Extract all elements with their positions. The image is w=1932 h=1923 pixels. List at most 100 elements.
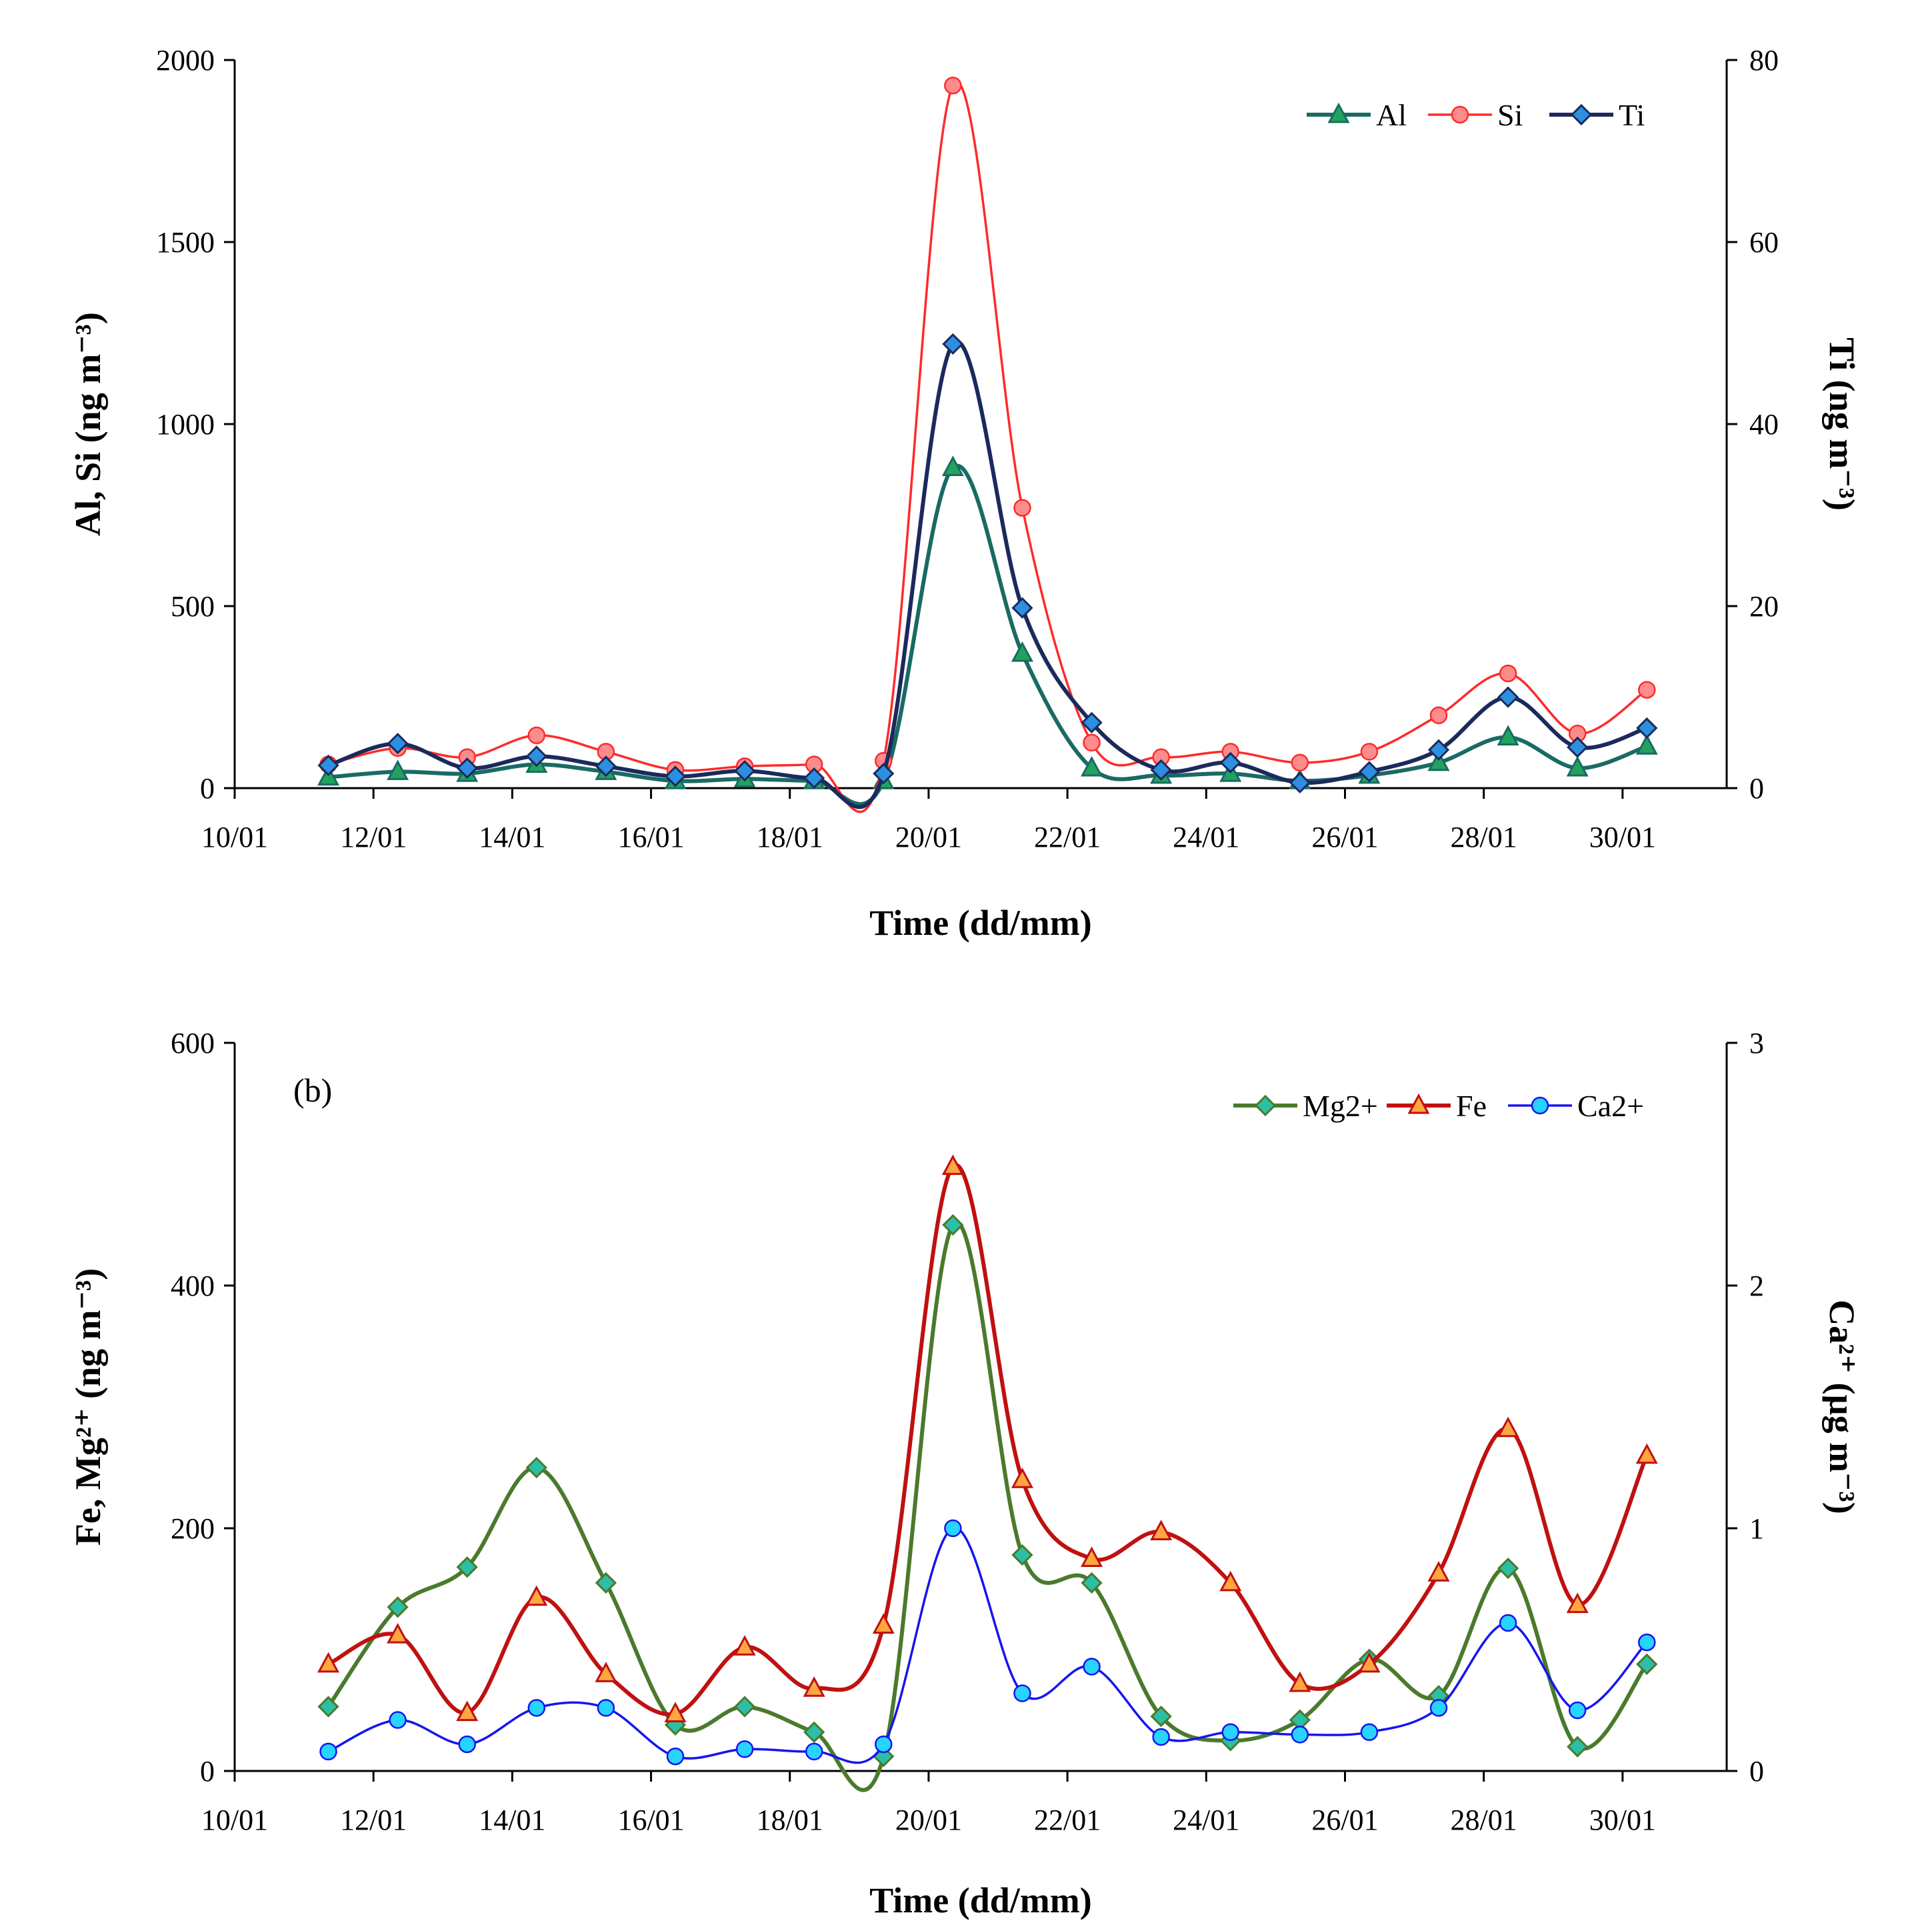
chart-panel-a: 0 500 1000 1500 2000 0 20 40 60 80 10/01 12/01 14/01… xyxy=(68,44,1862,943)
x-tick-label: 26/01 xyxy=(1311,1804,1378,1836)
x-tick-label: 20/01 xyxy=(895,1804,962,1836)
x-tick-label: 14/01 xyxy=(479,821,545,853)
data-point-fe xyxy=(317,1652,340,1673)
data-point-ca2 xyxy=(735,1740,754,1758)
x-tick-label: 12/01 xyxy=(340,821,407,853)
data-point-ti xyxy=(1011,597,1033,619)
legend: Mg2+ Fe Ca2+ xyxy=(1233,1089,1644,1123)
data-point-fe xyxy=(595,1662,617,1682)
right-tick-label: 2 xyxy=(1749,1270,1764,1302)
legend-label: Mg2+ xyxy=(1303,1089,1378,1123)
data-point-fe xyxy=(1219,1570,1242,1592)
series-line-ti xyxy=(327,339,1648,809)
panel-label: (b) xyxy=(293,1072,332,1109)
data-point-ca2 xyxy=(389,1711,407,1729)
legend-label: Al xyxy=(1376,98,1407,132)
x-tick-label: 22/01 xyxy=(1034,1804,1101,1836)
data-point-mg2 xyxy=(1150,1705,1172,1728)
data-point-fe xyxy=(1497,1416,1519,1438)
data-point-si xyxy=(1429,706,1448,725)
data-point-fe xyxy=(872,1613,895,1634)
data-point-mg2 xyxy=(942,1214,964,1236)
data-point-fe xyxy=(1635,1443,1658,1464)
right-tick-label: 0 xyxy=(1749,772,1764,805)
data-point-ca2 xyxy=(875,1735,893,1754)
right-axis-title: Ti (ng m⁻³) xyxy=(1822,337,1862,511)
legend-marker xyxy=(1531,1096,1549,1115)
right-tick-label: 0 xyxy=(1749,1755,1764,1788)
data-point-ca2 xyxy=(1638,1633,1656,1652)
x-tick-label: 16/01 xyxy=(617,821,684,853)
data-point-si xyxy=(944,76,962,95)
data-point-mg2 xyxy=(1081,1572,1103,1594)
data-point-ti xyxy=(525,745,547,767)
legend-marker xyxy=(1327,102,1350,123)
x-tick-label: 10/01 xyxy=(201,821,268,853)
data-point-mg2 xyxy=(525,1456,547,1479)
data-point-fe xyxy=(525,1585,548,1606)
data-point-ti xyxy=(1567,736,1589,758)
data-point-fe xyxy=(664,1702,687,1722)
legend-marker xyxy=(1407,1093,1430,1114)
data-point-al xyxy=(1011,641,1033,662)
data-point-ti xyxy=(1636,717,1658,739)
data-point-ti xyxy=(942,333,964,355)
data-point-ti xyxy=(456,757,478,779)
data-point-ti xyxy=(1289,771,1311,793)
series-line-fe xyxy=(327,1163,1649,1717)
data-point-ca2 xyxy=(1360,1723,1379,1742)
data-point-ti xyxy=(1219,751,1241,773)
legend-marker xyxy=(1451,105,1469,124)
left-tick-label: 400 xyxy=(171,1270,215,1302)
x-tick-label: 26/01 xyxy=(1311,821,1378,853)
data-point-fe xyxy=(941,1154,964,1176)
data-point-ti xyxy=(1150,759,1172,781)
x-tick-label: 30/01 xyxy=(1589,1804,1656,1836)
x-tick-label: 30/01 xyxy=(1589,821,1656,853)
data-point-al xyxy=(1635,734,1658,755)
left-tick-label: 500 xyxy=(171,590,215,623)
legend: Al Si Ti xyxy=(1307,98,1645,132)
data-point-fe xyxy=(1150,1520,1173,1540)
data-point-fe xyxy=(733,1635,756,1656)
data-point-ca2 xyxy=(1221,1723,1239,1742)
data-point-si xyxy=(1499,664,1517,683)
data-point-ca2 xyxy=(1568,1701,1587,1720)
data-point-ti xyxy=(803,767,825,789)
data-point-ca2 xyxy=(1013,1684,1031,1702)
x-tick-label: 28/01 xyxy=(1451,1804,1517,1836)
left-tick-label: 0 xyxy=(200,1755,215,1788)
data-point-fe xyxy=(456,1700,479,1722)
data-point-ca2 xyxy=(319,1742,337,1761)
x-tick-label: 12/01 xyxy=(340,1804,407,1836)
data-point-ca2 xyxy=(1499,1614,1517,1632)
data-point-si xyxy=(1638,681,1656,699)
right-tick-label: 1 xyxy=(1749,1512,1764,1545)
data-point-ca2 xyxy=(1291,1726,1309,1744)
x-tick-label: 22/01 xyxy=(1034,821,1101,853)
right-tick-label: 60 xyxy=(1749,226,1779,259)
legend-label: Ti xyxy=(1619,98,1645,132)
data-point-fe xyxy=(387,1622,409,1644)
x-tick-label: 18/01 xyxy=(757,1804,823,1836)
data-point-fe xyxy=(1427,1561,1450,1582)
left-tick-label: 2000 xyxy=(156,44,215,77)
data-point-ti xyxy=(1427,739,1450,761)
data-point-ti xyxy=(387,732,409,755)
data-point-ti xyxy=(664,765,687,787)
data-point-ca2 xyxy=(944,1519,962,1538)
data-point-al xyxy=(387,759,409,780)
left-tick-label: 200 xyxy=(171,1512,215,1545)
x-tick-label: 20/01 xyxy=(895,821,962,853)
series-line-mg2 xyxy=(327,1220,1649,1792)
data-point-si xyxy=(1360,743,1379,761)
data-point-ca2 xyxy=(1152,1728,1170,1746)
data-point-mg2 xyxy=(1497,1557,1519,1580)
legend-label: Ca2+ xyxy=(1577,1089,1644,1123)
data-point-mg2 xyxy=(803,1721,825,1743)
data-point-ti xyxy=(317,754,339,776)
data-point-mg2 xyxy=(1011,1544,1033,1566)
data-point-al xyxy=(1566,755,1589,777)
x-tick-label: 24/01 xyxy=(1173,1804,1239,1836)
data-point-ca2 xyxy=(597,1699,615,1717)
